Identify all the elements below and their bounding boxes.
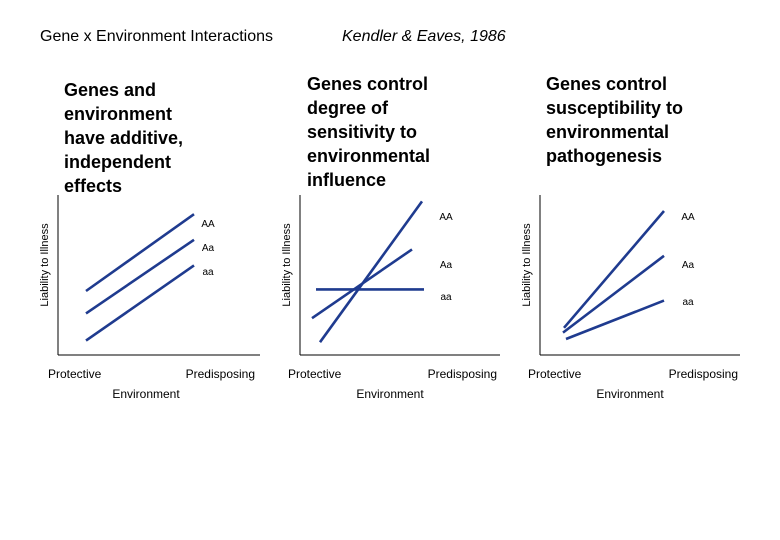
panel-2-y-axis-label: Liability to Illness [281, 223, 293, 307]
panel-3-tick-label-predisposing: Predisposing [669, 367, 738, 381]
panel-1-y-axis-label: Liability to Illness [39, 223, 51, 307]
panel-2-x-axis-label: Environment [356, 387, 424, 401]
panel-1-series-aa-label: AA [201, 219, 215, 230]
panel-1-tick-label-predisposing: Predisposing [186, 367, 255, 381]
panel-3-x-axis-label: Environment [596, 387, 664, 401]
panel-1-series-aa-line [85, 264, 195, 342]
panel-3-series-aa-label: aa [682, 297, 694, 308]
panel-2-series-aa-line [318, 200, 424, 343]
panel-1-series-aa-label: Aa [202, 243, 215, 254]
panel-2-series-aa-label: AA [439, 212, 453, 223]
panel-3-series-aa-line [565, 299, 665, 341]
panel-2-series-aa-label: Aa [440, 260, 453, 271]
panel-2-series-aa-line [311, 248, 413, 320]
panel-3-series-aa-line [562, 254, 665, 334]
panel-3-y-axis-label: Liability to Illness [521, 223, 533, 307]
panel-3-tick-label-protective: Protective [528, 367, 582, 381]
panel-3-series-aa-line [563, 210, 665, 329]
panel-1-tick-label-protective: Protective [48, 367, 102, 381]
panel-3-series-aa-label: Aa [682, 260, 695, 271]
panel-2-tick-label-protective: Protective [288, 367, 342, 381]
page-title: Gene x Environment Interactions [40, 28, 274, 45]
panel-1-heading: Genes and environment have additive, ind… [64, 80, 184, 196]
panel-1-series-aa-line [85, 238, 195, 315]
citation: Kendler & Eaves, 1986 [342, 28, 506, 45]
panel-2-heading: Genes control degree of sensitivity to e… [307, 74, 431, 190]
panel-2-series-aa-label: aa [440, 292, 452, 303]
panel-1-series-aa-label: aa [202, 267, 214, 278]
panel-2-tick-label-predisposing: Predisposing [428, 367, 497, 381]
panel-3-heading: Genes control susceptibility to environm… [546, 74, 684, 166]
panel-1-series-aa-line [85, 213, 195, 293]
panel-1-x-axis-label: Environment [112, 387, 180, 401]
panel-3-series-aa-label: AA [681, 212, 695, 223]
